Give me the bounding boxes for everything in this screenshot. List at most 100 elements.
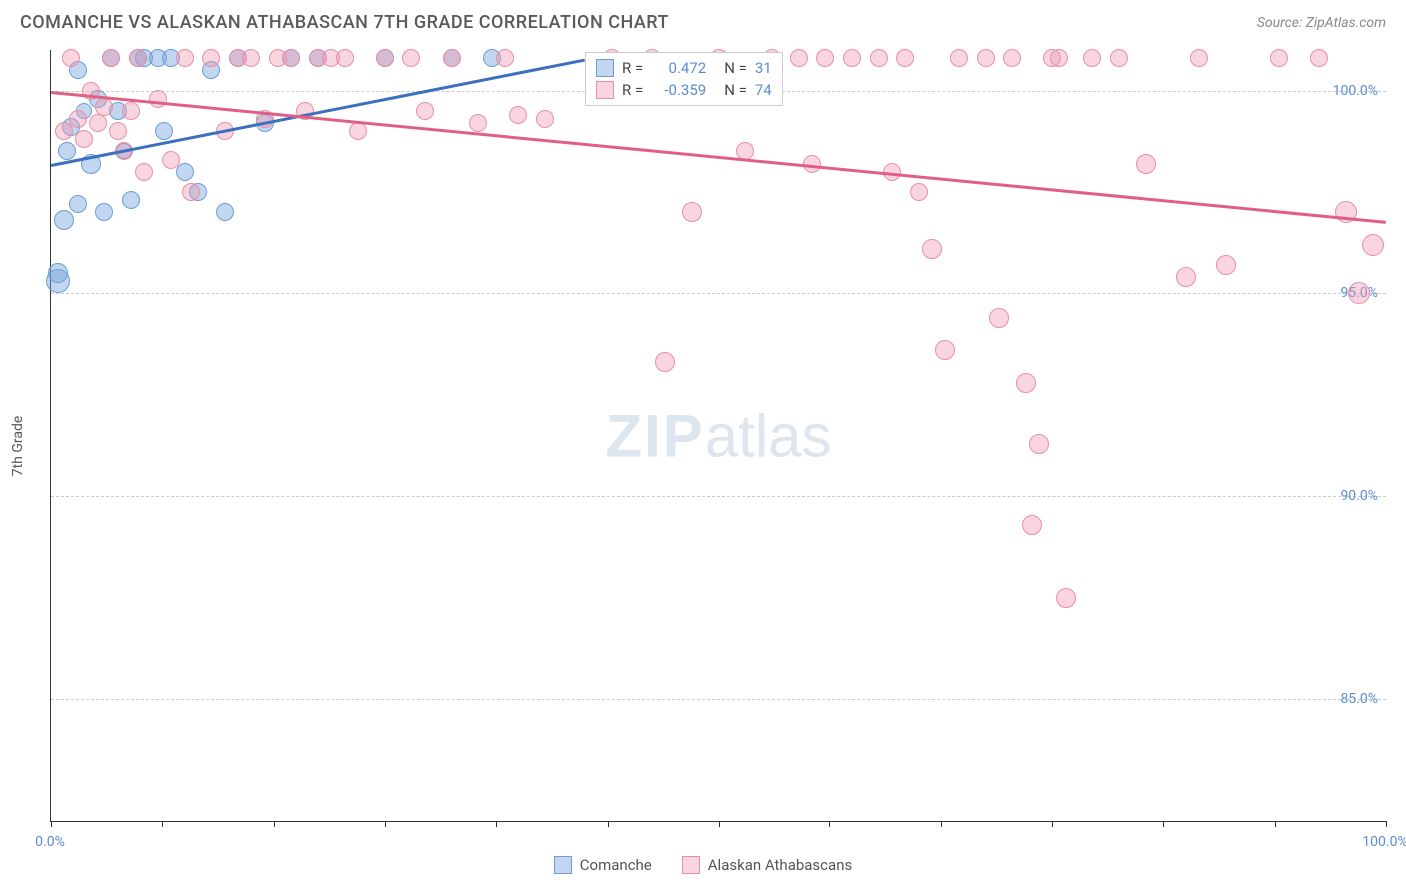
scatter-point [69,110,87,128]
chart-title: COMANCHE VS ALASKAN ATHABASCAN 7TH GRADE… [20,12,669,33]
scatter-point [48,263,68,283]
scatter-point [1016,373,1036,393]
scatter-point [58,142,76,160]
gridline [51,496,1386,497]
xtick [274,821,275,827]
scatter-point [922,239,942,259]
scatter-point [62,49,80,67]
scatter-point [496,49,514,67]
watermark-zip: ZIP [605,402,704,469]
legend-N-label: N = [724,59,747,77]
scatter-point [95,203,113,221]
scatter-point [122,191,140,209]
xtick [162,821,163,827]
scatter-point [54,210,74,230]
scatter-point [870,49,888,67]
scatter-point [402,49,420,67]
scatter-point [1176,267,1196,287]
legend-swatch-comanche [554,856,572,874]
trend-line [51,91,1386,224]
scatter-point [910,183,928,201]
legend-R-value: -0.359 [651,81,706,99]
ytick-label: 100.0% [1333,83,1378,99]
scatter-point [790,49,808,67]
scatter-point [336,49,354,67]
legend-label-athabascan: Alaskan Athabascans [708,856,852,874]
scatter-point [102,49,120,67]
xtick [719,821,720,827]
legend-N-value: 31 [755,59,772,77]
xtick [829,821,830,827]
xtick-label: 0.0% [35,834,65,850]
scatter-point [1362,234,1384,256]
scatter-point [95,98,113,116]
scatter-point [349,122,367,140]
scatter-point [1029,434,1049,454]
legend-bottom: Comanche Alaskan Athabascans [0,856,1406,874]
scatter-point [989,308,1009,328]
scatter-point [69,195,87,213]
legend-stats-row: R = -0.359 N = 74 [596,79,772,101]
watermark: ZIPatlas [605,401,831,470]
xtick [1052,821,1053,827]
xtick [51,821,52,827]
scatter-point [1003,49,1021,67]
scatter-point [1216,255,1236,275]
watermark-atlas: atlas [705,402,832,469]
legend-R-value: 0.472 [651,59,706,77]
chart-source: Source: ZipAtlas.com [1257,15,1386,31]
legend-R-label: R = [622,81,643,99]
xtick [1275,821,1276,827]
scatter-point [935,340,955,360]
gridline [51,293,1386,294]
gridline [51,699,1386,700]
xtick [496,821,497,827]
ytick-label: 85.0% [1340,691,1378,707]
scatter-point [75,130,93,148]
y-axis-label: 7th Grade [10,416,26,477]
legend-R-label: R = [622,59,643,77]
ytick-label: 90.0% [1340,488,1378,504]
scatter-point [1310,49,1328,67]
scatter-point [655,352,675,372]
scatter-point [1110,49,1128,67]
scatter-point [977,49,995,67]
xtick [941,821,942,827]
scatter-point [162,151,180,169]
scatter-point [1056,588,1076,608]
scatter-point [202,49,220,67]
xtick [1386,821,1387,827]
xtick [1163,821,1164,827]
scatter-point [182,183,200,201]
scatter-point [1050,49,1068,67]
scatter-point [89,114,107,132]
legend-N-label: N = [724,81,747,99]
scatter-point [896,49,914,67]
legend-label-comanche: Comanche [580,856,652,874]
scatter-point [242,49,260,67]
legend-stats-swatch [596,59,614,77]
scatter-point [536,110,554,128]
scatter-point [1190,49,1208,67]
legend-stats-row: R = 0.472 N = 31 [596,57,772,79]
scatter-point [1083,49,1101,67]
scatter-point [109,122,127,140]
scatter-point [950,49,968,67]
scatter-point [176,163,194,181]
scatter-point [122,102,140,120]
xtick [608,821,609,827]
scatter-point [682,202,702,222]
scatter-point [443,49,461,67]
scatter-point [843,49,861,67]
scatter-point [1022,515,1042,535]
scatter-point [216,203,234,221]
legend-stats-swatch [596,81,614,99]
scatter-point [509,106,527,124]
legend-stats-box: R = 0.472 N = 31 R = -0.359 N = 74 [585,52,783,106]
legend-item-athabascan: Alaskan Athabascans [682,856,852,874]
scatter-point [469,114,487,132]
scatter-point [176,49,194,67]
scatter-point [155,122,173,140]
legend-N-value: 74 [755,81,772,99]
scatter-point [816,49,834,67]
